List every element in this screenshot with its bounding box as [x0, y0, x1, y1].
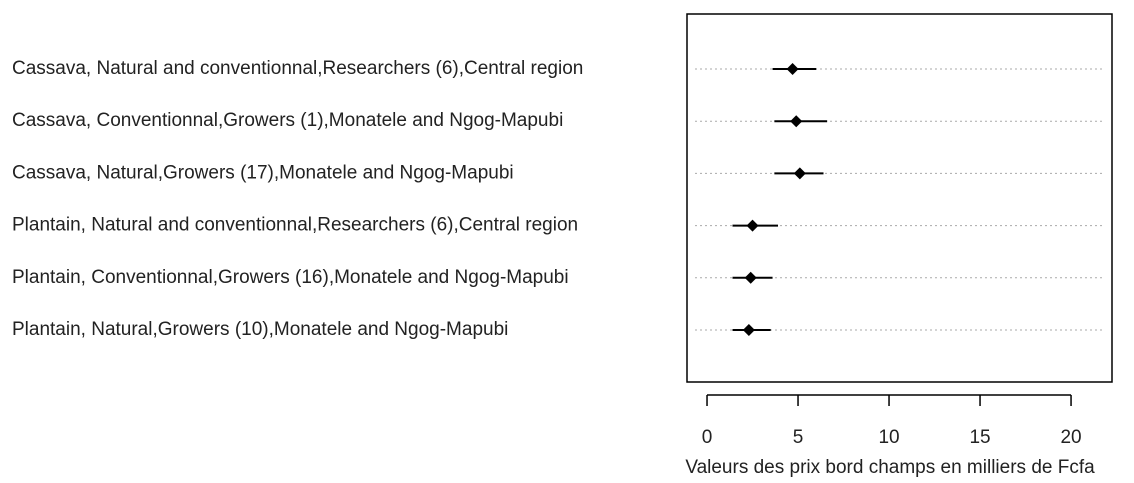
- x-tick-label: 5: [793, 427, 804, 448]
- category-label: Cassava, Natural and conventionnal,Resea…: [12, 58, 583, 79]
- x-tick-label: 20: [1060, 427, 1081, 448]
- point: [742, 324, 755, 336]
- x-tick-label: 0: [702, 427, 713, 448]
- x-axis-title: Valeurs des prix bord champs en milliers…: [685, 457, 1095, 478]
- point: [744, 271, 757, 284]
- plot-frame: [686, 13, 1113, 383]
- point: [790, 115, 803, 128]
- point: [786, 63, 799, 75]
- category-label: Plantain, Natural,Growers (10),Monatele …: [12, 319, 508, 340]
- category-label: Plantain, Conventionnal,Growers (16),Mon…: [12, 267, 569, 288]
- x-tick-label: 15: [969, 427, 990, 448]
- category-label: Plantain, Natural and conventionnal,Rese…: [12, 215, 578, 236]
- x-tick-label: 10: [878, 427, 899, 448]
- point: [746, 219, 759, 232]
- category-label: Cassava, Natural,Growers (17),Monatele a…: [12, 162, 514, 183]
- category-label: Cassava, Conventionnal,Growers (1),Monat…: [12, 110, 563, 131]
- point: [793, 167, 806, 180]
